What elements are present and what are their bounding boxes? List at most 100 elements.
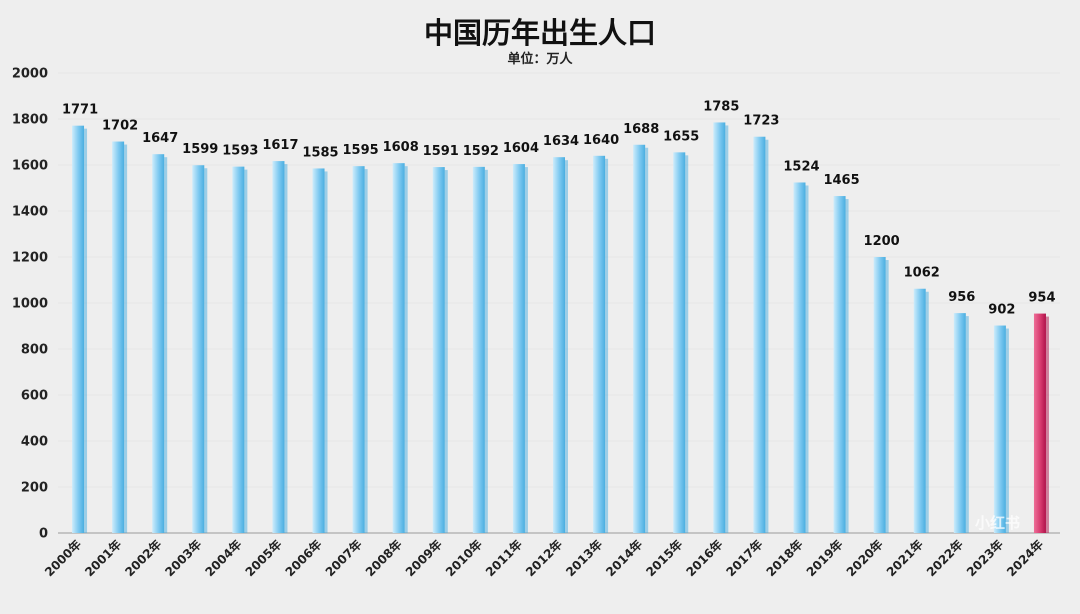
bar [873, 257, 886, 533]
data-label: 1604 [503, 141, 539, 156]
bar-shadow [84, 128, 88, 534]
bar [953, 313, 966, 533]
bar [833, 196, 846, 534]
bar-shadow [364, 169, 368, 533]
bar-shadow [204, 168, 208, 534]
y-tick-label: 400 [21, 435, 48, 450]
bar-shadow [765, 139, 769, 533]
bar-shadow [284, 164, 288, 533]
bar-shadow [124, 144, 128, 534]
bar-shadow [965, 316, 969, 533]
x-tick-label: 2007年 [322, 537, 365, 580]
bar [993, 325, 1006, 533]
bar [1033, 313, 1046, 533]
bar-shadow [565, 160, 568, 533]
data-label: 1617 [262, 138, 298, 153]
y-tick-label: 1400 [12, 205, 48, 220]
y-tick-label: 1600 [12, 159, 48, 174]
data-label: 1702 [102, 119, 138, 134]
bar-shadow [725, 125, 729, 533]
bar [593, 155, 606, 534]
data-label: 1591 [423, 144, 459, 159]
data-label: 1640 [583, 133, 619, 148]
data-label: 1785 [703, 99, 739, 114]
bar [432, 167, 445, 533]
bar [192, 165, 205, 534]
bar [272, 161, 285, 533]
data-label: 1723 [743, 114, 779, 129]
bar-shadow [1045, 316, 1049, 533]
bar [312, 168, 325, 533]
x-tick-label: 2011年 [482, 537, 525, 580]
x-tick-label: 2013年 [562, 537, 605, 580]
x-tick-label: 2020年 [843, 537, 886, 580]
x-tick-label: 2022年 [923, 537, 966, 580]
y-tick-label: 600 [21, 389, 48, 404]
watermark: 小红书 [975, 514, 1021, 532]
bar-shadow [885, 260, 889, 533]
data-label: 956 [948, 290, 975, 305]
x-tick-label: 2021年 [883, 537, 926, 580]
bar-shadow [244, 169, 248, 534]
bar [713, 122, 726, 533]
data-label: 1524 [783, 159, 819, 174]
chart-title: 中国历年出生人口 [424, 16, 656, 50]
data-label: 1599 [182, 142, 218, 157]
data-label: 1647 [142, 131, 178, 146]
data-label: 1771 [62, 103, 98, 118]
bar-shadow [164, 157, 168, 533]
data-label: 1655 [663, 129, 699, 144]
bar-shadow [444, 170, 448, 533]
data-label: 1688 [623, 122, 659, 137]
x-tick-label: 2016年 [683, 537, 726, 580]
x-tick-label: 2012年 [522, 537, 565, 580]
bar [553, 157, 565, 533]
y-tick-label: 200 [21, 481, 48, 496]
x-tick-label: 2014年 [603, 537, 646, 580]
bar [472, 166, 485, 533]
bar-shadow [925, 291, 929, 533]
data-label: 1585 [302, 145, 338, 160]
x-tick-label: 2017年 [723, 537, 766, 580]
x-tick-label: 2024年 [1003, 537, 1046, 580]
y-tick-label: 2000 [12, 67, 48, 82]
data-labels: 1771 1702 1647 1599 1593 1617 1585 1595 1608 1591… [62, 99, 1056, 317]
x-tick-label: 2018年 [763, 537, 806, 580]
x-tick-label: 2003年 [162, 537, 205, 580]
x-tick-label: 2019年 [803, 537, 846, 580]
y-tick-label: 1000 [12, 297, 48, 312]
x-axis: 2000年2001年2002年2003年2004年2005年2006年2007年… [41, 537, 1046, 580]
bar-shadow [805, 185, 809, 534]
bar [913, 288, 926, 533]
x-tick-label: 2015年 [643, 537, 686, 580]
data-label: 1608 [383, 140, 419, 155]
bar [152, 154, 165, 533]
data-label: 1465 [823, 173, 859, 188]
x-tick-label: 2002年 [122, 537, 165, 580]
x-tick-label: 2005年 [242, 537, 285, 580]
bar [512, 164, 525, 533]
y-tick-label: 1200 [12, 251, 48, 266]
data-label: 954 [1028, 291, 1055, 306]
bar-shadow [484, 169, 488, 533]
x-tick-label: 2004年 [202, 537, 245, 580]
bar [633, 144, 646, 533]
bar-shadow [524, 167, 528, 533]
x-tick-label: 2010年 [442, 537, 485, 580]
y-tick-label: 1800 [12, 113, 48, 128]
data-label: 1200 [864, 234, 900, 249]
bar [753, 136, 766, 533]
bar [352, 166, 365, 533]
bar [793, 182, 806, 534]
bar-shadow [404, 166, 408, 533]
bar [232, 166, 245, 534]
bar-shadow [845, 199, 849, 534]
x-tick-label: 2000年 [41, 537, 84, 580]
bar-shadow [605, 158, 609, 534]
bar-shadow [645, 147, 649, 533]
x-tick-label: 2009年 [402, 537, 445, 580]
y-axis: 0 200 400 600 800 1000 1200 1400 1600 1800 2000 [12, 67, 48, 542]
bar [673, 152, 686, 533]
